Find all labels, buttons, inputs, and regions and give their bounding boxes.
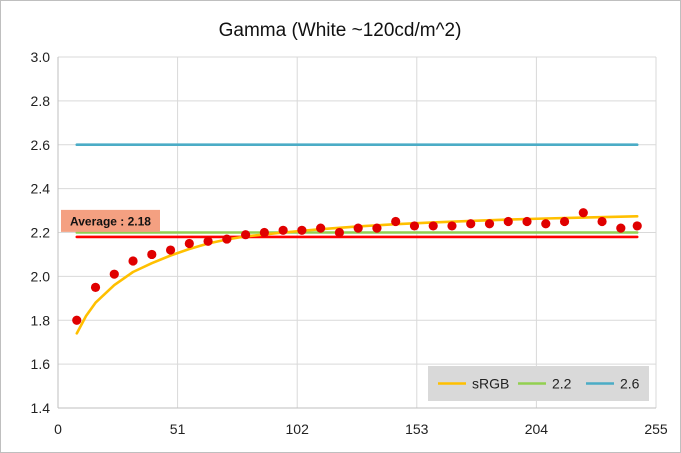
- y-tick-label: 2.4: [31, 181, 51, 197]
- measured-gamma-point: [409, 221, 420, 231]
- measured-gamma-point: [316, 223, 326, 233]
- series-line-srgb: [75, 215, 639, 335]
- measured-gamma-point: [428, 221, 438, 231]
- measured-gamma-point: [184, 238, 194, 249]
- measured-gamma-point: [334, 227, 345, 238]
- average-label-box: [61, 209, 160, 232]
- measured-gamma-point: [297, 225, 307, 235]
- measured-gamma-point: [90, 282, 101, 292]
- measured-gamma-point: [597, 216, 607, 227]
- measured-gamma-point: [616, 223, 626, 233]
- measured-gamma-point: [278, 225, 288, 235]
- measured-gamma-point: [241, 230, 251, 240]
- measured-gamma-point: [578, 208, 588, 218]
- measured-gamma-point: [391, 216, 401, 227]
- measured-gamma-point: [147, 249, 157, 260]
- axes: [57, 57, 656, 409]
- y-tick-label: 1.4: [31, 400, 51, 416]
- series-lines: [75, 143, 639, 335]
- measured-gamma-point: [203, 236, 213, 246]
- x-tick-label: 153: [405, 421, 429, 437]
- legend: sRGB 2.2 2.6: [428, 366, 649, 401]
- measured-gamma-point: [222, 234, 232, 244]
- measured-gamma-point: [559, 216, 570, 227]
- measured-gamma-point: [372, 223, 382, 233]
- x-tick-label: 102: [286, 421, 310, 437]
- average-label-text: Average : 2.18: [70, 214, 151, 228]
- x-tick-labels: 0 51 102 153 204 255: [54, 421, 668, 437]
- y-tick-label: 2.2: [31, 225, 51, 241]
- measured-gamma-point: [109, 269, 119, 279]
- y-tick-label: 2.6: [31, 137, 51, 153]
- legend-label: 2.6: [620, 376, 640, 392]
- measured-gamma-point: [484, 219, 495, 229]
- x-tick-label: 204: [525, 421, 549, 437]
- measured-gamma-point: [259, 227, 269, 238]
- y-tick-label: 2.0: [31, 268, 51, 284]
- y-tick-labels: 1.4 1.6 1.8 2.0 2.2 2.4 2.6 2.8 3.0: [31, 49, 51, 416]
- measured-gamma-point: [541, 219, 551, 229]
- y-tick-label: 1.8: [31, 312, 51, 328]
- x-tick-label: 51: [170, 421, 186, 437]
- average-annotation: Average : 2.18: [61, 209, 160, 232]
- measured-gamma-point: [466, 219, 476, 229]
- x-tick-label: 255: [644, 421, 668, 437]
- measured-gamma-point: [522, 216, 532, 227]
- chart-title: Gamma (White ~120cd/m^2): [219, 20, 462, 41]
- measured-gamma-point: [503, 216, 513, 227]
- y-tick-label: 1.6: [31, 356, 51, 372]
- x-tick-label: 0: [54, 421, 62, 437]
- measured-gamma-point: [353, 223, 363, 233]
- legend-label: 2.2: [552, 376, 572, 392]
- y-tick-label: 3.0: [31, 49, 51, 65]
- measured-gamma-point: [165, 245, 176, 255]
- measured-gamma-point: [632, 221, 642, 231]
- series-points: [72, 208, 642, 325]
- y-tick-label: 2.8: [31, 93, 51, 109]
- measured-gamma-point: [447, 221, 457, 231]
- legend-label: sRGB: [472, 376, 509, 392]
- measured-gamma-point: [128, 256, 138, 266]
- measured-gamma-point: [72, 315, 82, 325]
